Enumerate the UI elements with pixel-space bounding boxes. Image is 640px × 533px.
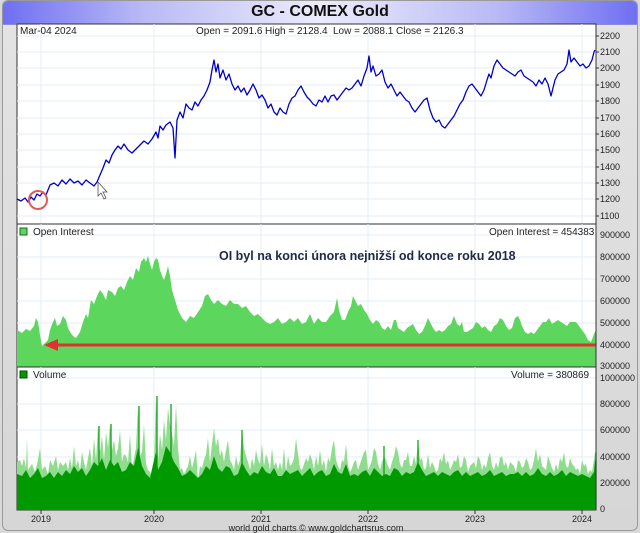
svg-text:2000: 2000	[600, 63, 620, 73]
svg-text:2024: 2024	[572, 514, 592, 524]
price-y-axis: 2200 2100 2000 1900 1800 1700 1600 1500 …	[595, 24, 620, 224]
svg-text:1800: 1800	[600, 96, 620, 106]
oi-annotation: OI byl na konci února nejnižší od konce …	[219, 249, 516, 263]
svg-text:0: 0	[600, 504, 605, 514]
price-open: Open = 2091.6	[196, 26, 263, 37]
price-line	[16, 49, 596, 203]
svg-text:1100: 1100	[600, 211, 619, 221]
svg-text:2200: 2200	[600, 31, 620, 41]
price-low: Low = 2088.1	[333, 26, 394, 37]
svg-text:700000: 700000	[600, 274, 630, 284]
svg-text:1000000: 1000000	[600, 373, 635, 383]
volume-y-axis: 1000000 800000 600000 400000 200000 0	[595, 367, 635, 514]
svg-text:300000: 300000	[600, 361, 630, 371]
svg-text:1700: 1700	[600, 113, 620, 123]
volume-bars	[17, 446, 596, 510]
oi-y-axis: 900000 800000 700000 600000 500000 40000…	[595, 224, 630, 371]
volume-panel: Volume Volume = 380869 1000000 800000 60…	[16, 366, 635, 514]
svg-text:1900: 1900	[600, 80, 620, 90]
svg-text:2022: 2022	[358, 514, 378, 524]
svg-text:2020: 2020	[144, 514, 164, 524]
svg-text:1200: 1200	[600, 194, 620, 204]
svg-text:200000: 200000	[600, 478, 630, 488]
volume-legend-label: Volume	[33, 370, 67, 381]
volume-legend-swatch	[19, 370, 28, 379]
svg-text:1600: 1600	[600, 129, 620, 139]
svg-text:1300: 1300	[600, 178, 620, 188]
oi-low-arrow	[44, 339, 596, 351]
svg-text:800000: 800000	[600, 399, 630, 409]
svg-text:2100: 2100	[600, 47, 620, 57]
svg-text:600000: 600000	[600, 425, 630, 435]
title-bar: GC - COMEX Gold	[3, 1, 637, 25]
svg-text:500000: 500000	[600, 318, 630, 328]
footer-credit: world gold charts © www.goldchartsrus.co…	[228, 523, 404, 533]
svg-text:400000: 400000	[600, 452, 630, 462]
low-highlight-circle	[28, 190, 48, 210]
open-interest-area	[17, 256, 596, 367]
oi-value-label: Open Interest = 454383	[489, 227, 595, 238]
svg-text:400000: 400000	[600, 340, 630, 350]
x-axis: 2019 2020 2021 2022 2023 2024	[31, 510, 592, 524]
volume-value-label: Volume = 380869	[511, 370, 590, 381]
svg-text:800000: 800000	[600, 252, 630, 262]
svg-text:1400: 1400	[600, 162, 620, 172]
price-close: Close = 2126.3	[396, 26, 464, 37]
open-interest-panel: Open Interest Open Interest = 454383 OI …	[16, 223, 630, 371]
svg-text:2021: 2021	[251, 514, 271, 524]
price-high: High = 2128.4	[265, 26, 328, 37]
price-date-label: Mar-04 2024	[20, 26, 77, 37]
svg-text:1500: 1500	[600, 145, 620, 155]
oi-legend-swatch	[19, 227, 28, 236]
oi-legend-label: Open Interest	[33, 227, 94, 238]
chart-title: GC - COMEX Gold	[251, 3, 389, 20]
mouse-cursor-icon	[97, 180, 108, 200]
price-panel: Mar-04 2024 Open = 2091.6 High = 2128.4 …	[16, 23, 620, 225]
svg-text:2023: 2023	[465, 514, 485, 524]
svg-text:600000: 600000	[600, 296, 630, 306]
svg-text:900000: 900000	[600, 230, 630, 240]
price-grid	[17, 24, 596, 224]
svg-text:2019: 2019	[31, 514, 51, 524]
